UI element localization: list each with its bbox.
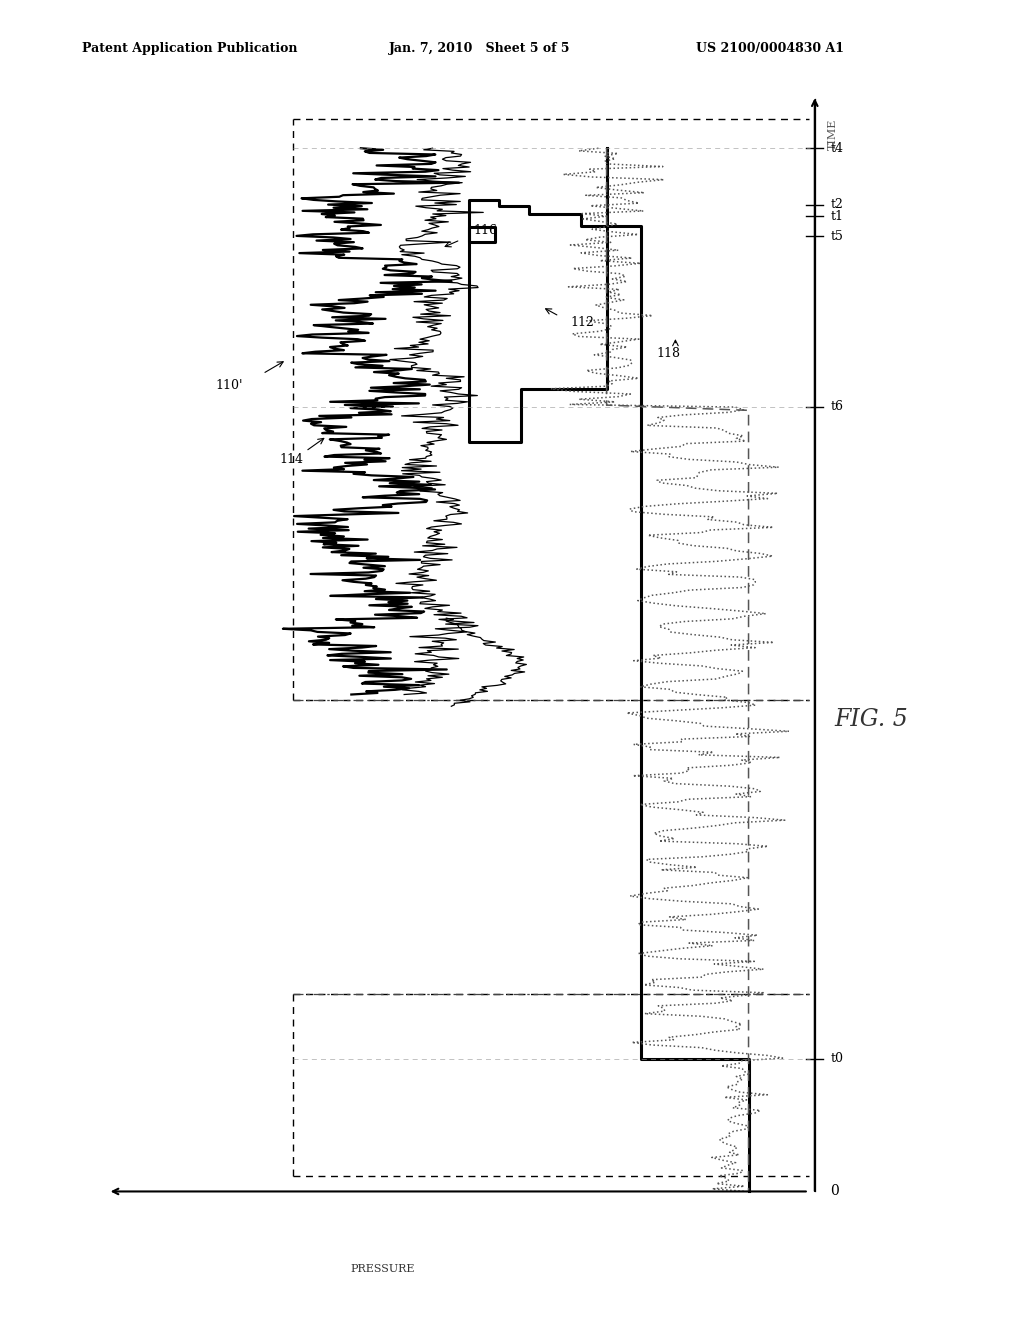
Text: t6: t6: [830, 400, 843, 413]
Text: PRESSURE: PRESSURE: [351, 1265, 415, 1274]
Text: 114: 114: [280, 453, 304, 466]
Text: 0: 0: [830, 1184, 839, 1199]
Text: FIG. 5: FIG. 5: [835, 708, 908, 731]
Text: t4: t4: [830, 141, 843, 154]
Text: 112: 112: [570, 315, 594, 329]
Text: 116: 116: [473, 224, 498, 238]
Text: TIME: TIME: [827, 119, 838, 150]
Text: Patent Application Publication: Patent Application Publication: [82, 42, 297, 55]
Text: t0: t0: [830, 1052, 843, 1065]
Text: t2: t2: [830, 198, 843, 211]
Text: t1: t1: [830, 210, 843, 223]
Text: 118: 118: [656, 347, 681, 360]
Text: US 2100/0004830 A1: US 2100/0004830 A1: [696, 42, 845, 55]
Text: 110': 110': [215, 379, 243, 392]
Text: t5: t5: [830, 230, 843, 243]
Text: Jan. 7, 2010   Sheet 5 of 5: Jan. 7, 2010 Sheet 5 of 5: [389, 42, 570, 55]
